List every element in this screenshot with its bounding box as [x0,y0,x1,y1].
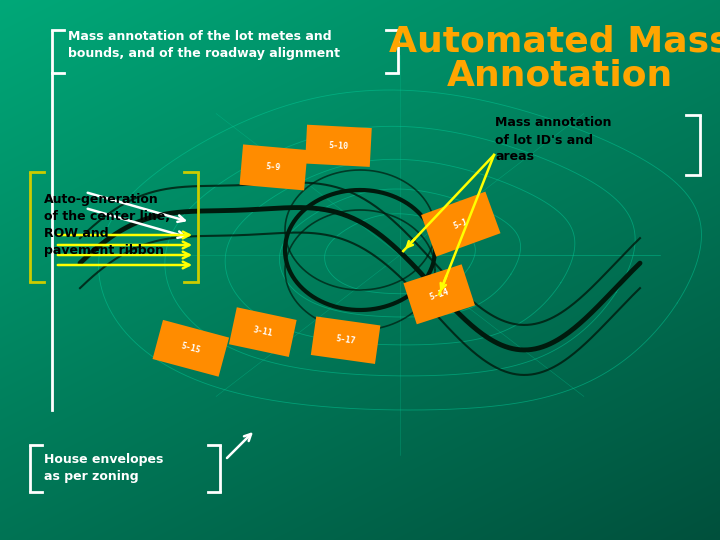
Text: 5-17: 5-17 [335,334,356,346]
Text: Automated Mass: Automated Mass [390,25,720,59]
Text: 5-10: 5-10 [328,141,348,151]
Text: 5-15: 5-15 [180,341,202,355]
Polygon shape [421,192,500,256]
Polygon shape [229,307,297,357]
Text: 5-9: 5-9 [266,162,282,173]
Text: 3-11: 3-11 [252,326,274,339]
Text: Mass annotation
of lot ID's and
areas: Mass annotation of lot ID's and areas [495,117,611,164]
Text: House envelopes
as per zoning: House envelopes as per zoning [44,453,163,483]
Polygon shape [240,144,307,191]
Polygon shape [311,316,380,364]
Text: 5-1: 5-1 [452,217,469,231]
Polygon shape [153,320,229,377]
Text: Mass annotation of the lot metes and
bounds, and of the roadway alignment: Mass annotation of the lot metes and bou… [68,30,340,60]
Text: Annotation: Annotation [447,58,673,92]
Polygon shape [305,125,372,167]
Text: 5-14: 5-14 [428,287,450,302]
Text: Auto-generation
of the center line,
ROW and
pavement ribbon: Auto-generation of the center line, ROW … [44,193,170,257]
Polygon shape [403,264,475,325]
